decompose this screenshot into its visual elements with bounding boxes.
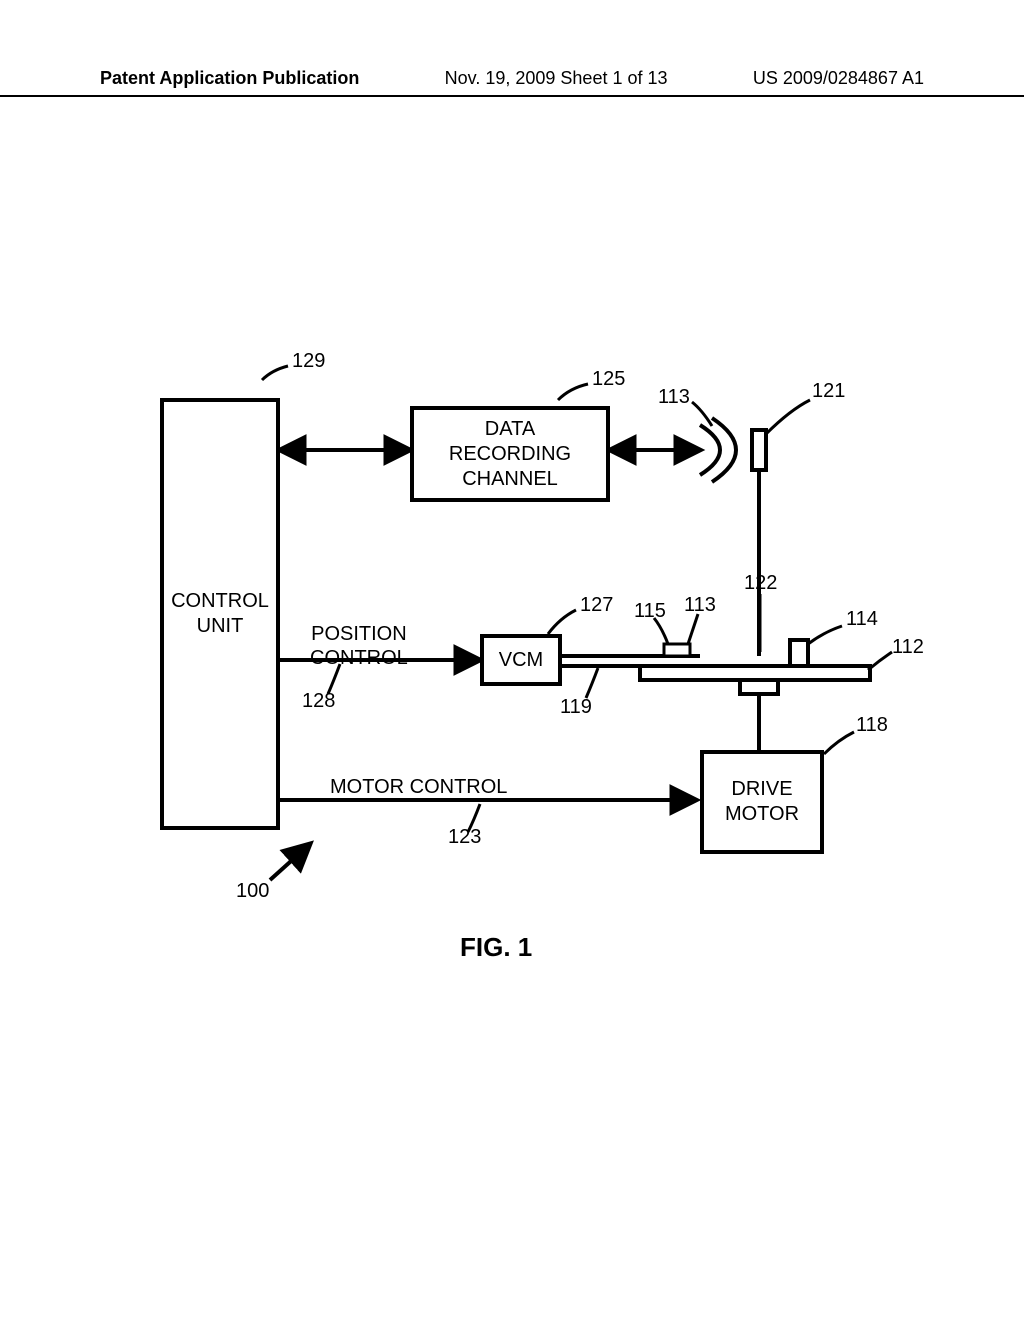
drive-motor-box: DRIVE MOTOR bbox=[700, 750, 824, 854]
ref-128: 128 bbox=[302, 690, 335, 713]
ref-118: 118 bbox=[856, 714, 888, 737]
ref-123: 123 bbox=[448, 826, 481, 849]
ref-125: 125 bbox=[592, 368, 625, 391]
drive-motor-label: DRIVE MOTOR bbox=[725, 777, 799, 827]
data-recording-channel-box: DATA RECORDING CHANNEL bbox=[410, 406, 610, 502]
ref-112: 112 bbox=[892, 636, 924, 659]
control-unit-label: CONTROL UNIT bbox=[171, 589, 269, 639]
vcm-box: VCM bbox=[480, 634, 562, 686]
control-unit-box: CONTROL UNIT bbox=[160, 398, 280, 830]
ref-127: 127 bbox=[580, 594, 613, 617]
position-control-label: POSITION CONTROL bbox=[310, 622, 408, 670]
ref-115: 115 bbox=[634, 600, 666, 623]
figure-1-diagram: CONTROL UNIT DATA RECORDING CHANNEL VCM … bbox=[0, 0, 1024, 1320]
ref-113-top: 113 bbox=[658, 386, 690, 409]
motor-control-label: MOTOR CONTROL bbox=[330, 776, 507, 799]
ref-119: 119 bbox=[560, 696, 592, 719]
figure-caption: FIG. 1 bbox=[460, 932, 532, 963]
vcm-label: VCM bbox=[499, 648, 543, 673]
ref-113-bot: 113 bbox=[684, 594, 716, 617]
ref-122: 122 bbox=[744, 572, 777, 595]
ref-121: 121 bbox=[812, 380, 845, 403]
ref-129: 129 bbox=[292, 350, 325, 373]
ref-114: 114 bbox=[846, 608, 878, 631]
data-channel-label: DATA RECORDING CHANNEL bbox=[449, 417, 571, 492]
ref-100: 100 bbox=[236, 880, 269, 903]
